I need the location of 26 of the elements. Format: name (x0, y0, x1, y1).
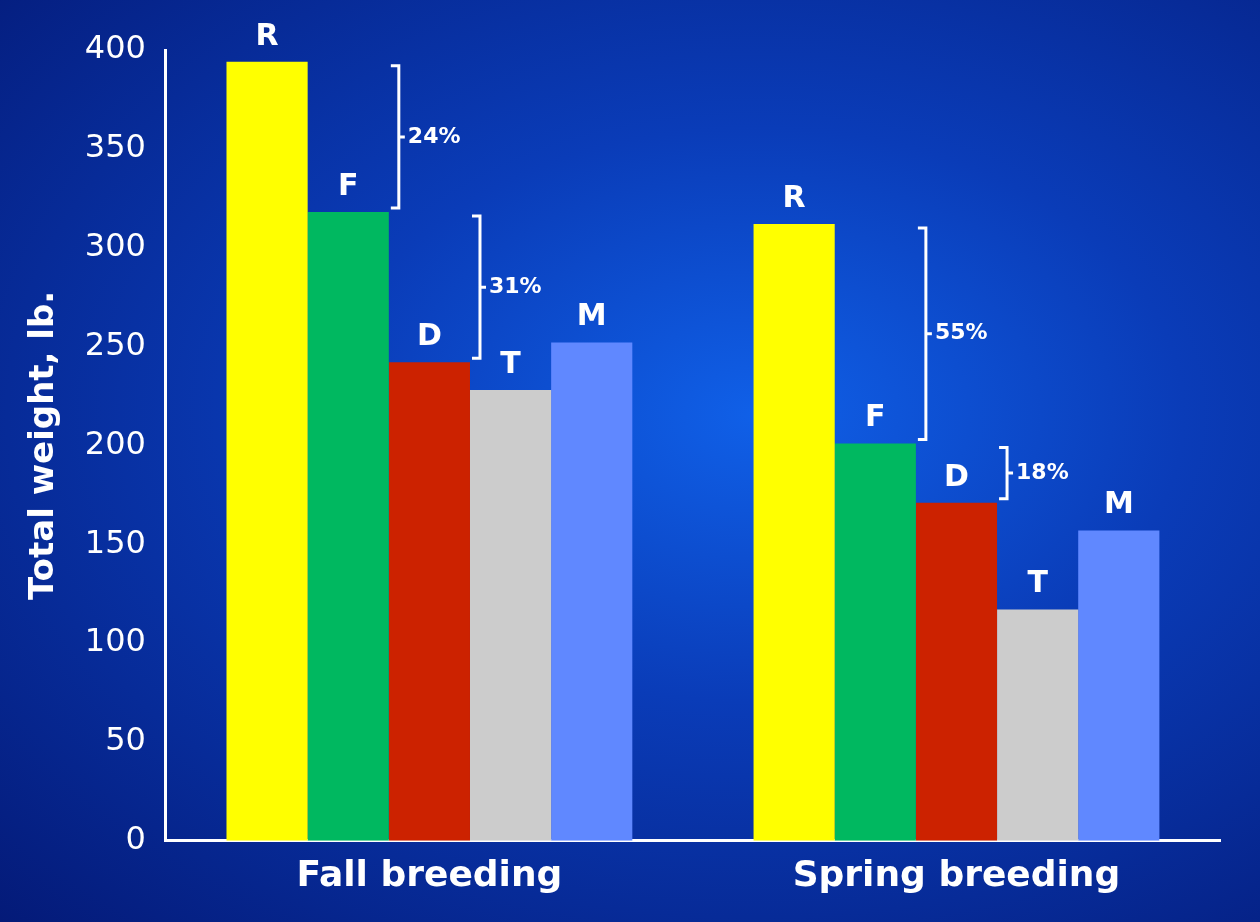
x-tick-label: Spring breeding (792, 852, 1121, 894)
annotation: 24% (407, 122, 461, 148)
y-tick-label: 0 (125, 819, 146, 858)
annotation: 18% (1016, 458, 1069, 484)
series-label: R (255, 16, 279, 52)
y-tick-label: 50 (105, 720, 146, 759)
series-label: T (500, 344, 522, 380)
text: R (782, 178, 806, 214)
text: F (337, 166, 359, 202)
y-tick-label: 150 (84, 522, 146, 561)
text: D (416, 317, 442, 353)
y-tick-label: 350 (84, 127, 146, 166)
y-tick-label: 100 (84, 621, 146, 660)
y-tick-label: 300 (84, 226, 146, 265)
x-tick-label: Fall breeding (296, 852, 563, 894)
series-label: M (1103, 485, 1134, 521)
annotation: 31% (488, 272, 542, 298)
series-label: F (865, 398, 886, 434)
y-tick-label: 400 (84, 28, 146, 67)
series-label: D (944, 457, 969, 493)
annotation: 55% (934, 319, 988, 345)
y-tick-label: 250 (84, 324, 146, 363)
text: T (1027, 564, 1048, 600)
y-tick-label: 200 (84, 423, 146, 462)
text: M (576, 297, 607, 333)
y-axis-title: Total weight, lb. (21, 290, 62, 601)
